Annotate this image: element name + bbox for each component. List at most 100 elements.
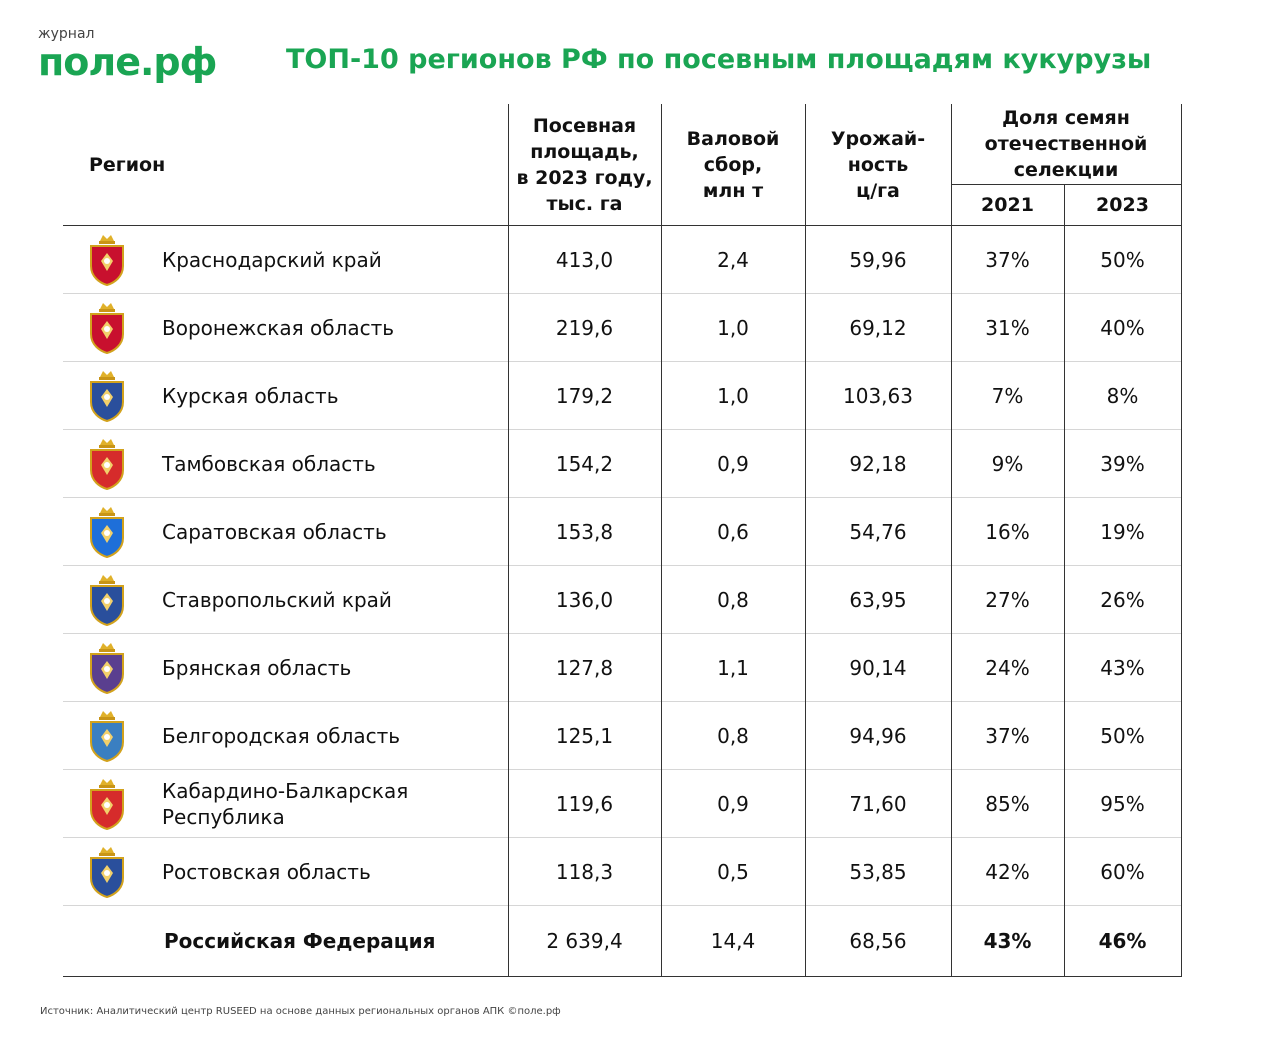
header-yield-line: Урожай- <box>830 127 926 150</box>
yield-cell: 54,76 <box>804 497 951 566</box>
voronezh-coat-of-arms-icon <box>83 301 131 355</box>
seeds-2023-cell: 19% <box>1063 497 1182 566</box>
header-seeds: Доля семян отечественной селекции <box>950 104 1182 185</box>
region-name-text: Курская область <box>162 383 339 408</box>
region-name: Брянская область <box>162 655 351 681</box>
belgorod-coat-of-arms-icon <box>83 709 131 763</box>
header-yield-line: ц/га <box>856 179 900 202</box>
table-row: Брянская область 127,8 1,1 90,14 24% 43% <box>63 633 1182 702</box>
region-name-line: Республика <box>162 804 285 829</box>
harvest-cell: 2,4 <box>660 225 805 294</box>
seeds-2023-cell: 26% <box>1063 565 1182 634</box>
yield-cell: 69,12 <box>804 293 951 362</box>
region-name-text: Краснодарский край <box>162 247 382 272</box>
header-area-line: площадь, <box>530 140 639 163</box>
region-name-text: Ростовская область <box>162 859 371 884</box>
region-name: Воронежская область <box>162 315 394 341</box>
region-name: Ставропольский край <box>162 587 392 613</box>
table-row: Воронежская область 219,6 1,0 69,12 31% 40% <box>63 293 1182 362</box>
region-name: Ростовская область <box>162 859 371 885</box>
header-area: Посевная площадь, в 2023 году, тыс. га <box>507 104 661 226</box>
area-cell: 125,1 <box>507 701 661 770</box>
region-cell: Воронежская область <box>63 293 508 362</box>
seeds-2023-cell: 95% <box>1063 769 1182 838</box>
seeds-2021-cell: 16% <box>950 497 1064 566</box>
region-cell: Тамбовская область <box>63 429 508 498</box>
region-name: Кабардино-Балкарская Республика <box>162 778 408 830</box>
area-cell: 413,0 <box>507 225 661 294</box>
table-row: Ставропольский край 136,0 0,8 63,95 27% 26% <box>63 565 1182 634</box>
seeds-2023-cell: 8% <box>1063 361 1182 430</box>
yield-cell: 71,60 <box>804 769 951 838</box>
rostov-coat-of-arms-icon <box>83 845 131 899</box>
yield-cell: 53,85 <box>804 837 951 906</box>
seeds-2021-cell: 31% <box>950 293 1064 362</box>
seeds-2021-cell: 27% <box>950 565 1064 634</box>
harvest-cell: 1,0 <box>660 293 805 362</box>
total-area-cell: 2 639,4 <box>507 905 661 977</box>
header-yield-line: ность <box>847 153 909 176</box>
harvest-cell: 0,9 <box>660 429 805 498</box>
seeds-2021-cell: 7% <box>950 361 1064 430</box>
area-cell: 136,0 <box>507 565 661 634</box>
harvest-cell: 1,1 <box>660 633 805 702</box>
header-area-line: Посевная <box>532 114 637 137</box>
region-name-text: Брянская область <box>162 655 352 680</box>
total-seeds-2023-cell: 46% <box>1063 905 1182 977</box>
header-harvest: Валовой сбор, млн т <box>660 104 805 226</box>
total-harvest-cell: 14,4 <box>660 905 805 977</box>
total-row: Российская Федерация 2 639,4 14,4 68,56 43% 4… <box>63 905 1182 977</box>
harvest-cell: 0,5 <box>660 837 805 906</box>
yield-cell: 103,63 <box>804 361 951 430</box>
region-name: Белгородская область <box>162 723 400 749</box>
region-name-text: Ставропольский край <box>162 587 392 612</box>
area-cell: 127,8 <box>507 633 661 702</box>
region-name: Саратовская область <box>162 519 387 545</box>
seeds-2023-cell: 50% <box>1063 701 1182 770</box>
area-cell: 154,2 <box>507 429 661 498</box>
table-row: Ростовская область 118,3 0,5 53,85 42% 60% <box>63 837 1182 906</box>
harvest-cell: 0,8 <box>660 701 805 770</box>
region-name: Краснодарский край <box>162 247 382 273</box>
seeds-2021-cell: 42% <box>950 837 1064 906</box>
logo: журнал поле.рф <box>38 26 217 82</box>
total-region-name: Российская Федерация <box>164 929 436 953</box>
yield-cell: 90,14 <box>804 633 951 702</box>
page-title: ТОП-10 регионов РФ по посевным площадям … <box>286 44 1152 75</box>
region-cell: Краснодарский край <box>63 225 508 294</box>
krasnodar-coat-of-arms-icon <box>83 233 131 287</box>
table-row: Курская область 179,2 1,0 103,63 7% 8% <box>63 361 1182 430</box>
header-harvest-line: млн т <box>702 179 764 202</box>
table-row: Белгородская область 125,1 0,8 94,96 37% 50% <box>63 701 1182 770</box>
header-seeds-line: селекции <box>1013 159 1119 181</box>
region-name-text: Воронежская область <box>162 315 395 340</box>
seeds-2023-cell: 39% <box>1063 429 1182 498</box>
area-cell: 153,8 <box>507 497 661 566</box>
harvest-cell: 0,9 <box>660 769 805 838</box>
yield-cell: 63,95 <box>804 565 951 634</box>
area-cell: 179,2 <box>507 361 661 430</box>
seeds-2021-cell: 37% <box>950 701 1064 770</box>
logo-subtitle: журнал <box>38 26 95 42</box>
header-seeds-line: отечественной <box>984 133 1148 155</box>
region-name-line: Кабардино-Балкарская <box>162 778 409 803</box>
region-cell: Кабардино-Балкарская Республика <box>63 769 508 838</box>
region-name-text: Саратовская область <box>162 519 387 544</box>
table-row: Тамбовская область 154,2 0,9 92,18 9% 39% <box>63 429 1182 498</box>
header-year-2021: 2021 <box>950 184 1064 226</box>
seeds-2023-cell: 43% <box>1063 633 1182 702</box>
tambov-coat-of-arms-icon <box>83 437 131 491</box>
seeds-2021-cell: 85% <box>950 769 1064 838</box>
seeds-2023-cell: 40% <box>1063 293 1182 362</box>
region-name: Курская область <box>162 383 339 409</box>
region-cell: Ставропольский край <box>63 565 508 634</box>
yield-cell: 94,96 <box>804 701 951 770</box>
region-cell: Ростовская область <box>63 837 508 906</box>
header-area-line: тыс. га <box>546 192 623 215</box>
region-name-text: Белгородская область <box>162 723 401 748</box>
region-cell: Белгородская область <box>63 701 508 770</box>
seeds-2021-cell: 9% <box>950 429 1064 498</box>
yield-cell: 92,18 <box>804 429 951 498</box>
yield-cell: 59,96 <box>804 225 951 294</box>
total-yield-cell: 68,56 <box>804 905 951 977</box>
